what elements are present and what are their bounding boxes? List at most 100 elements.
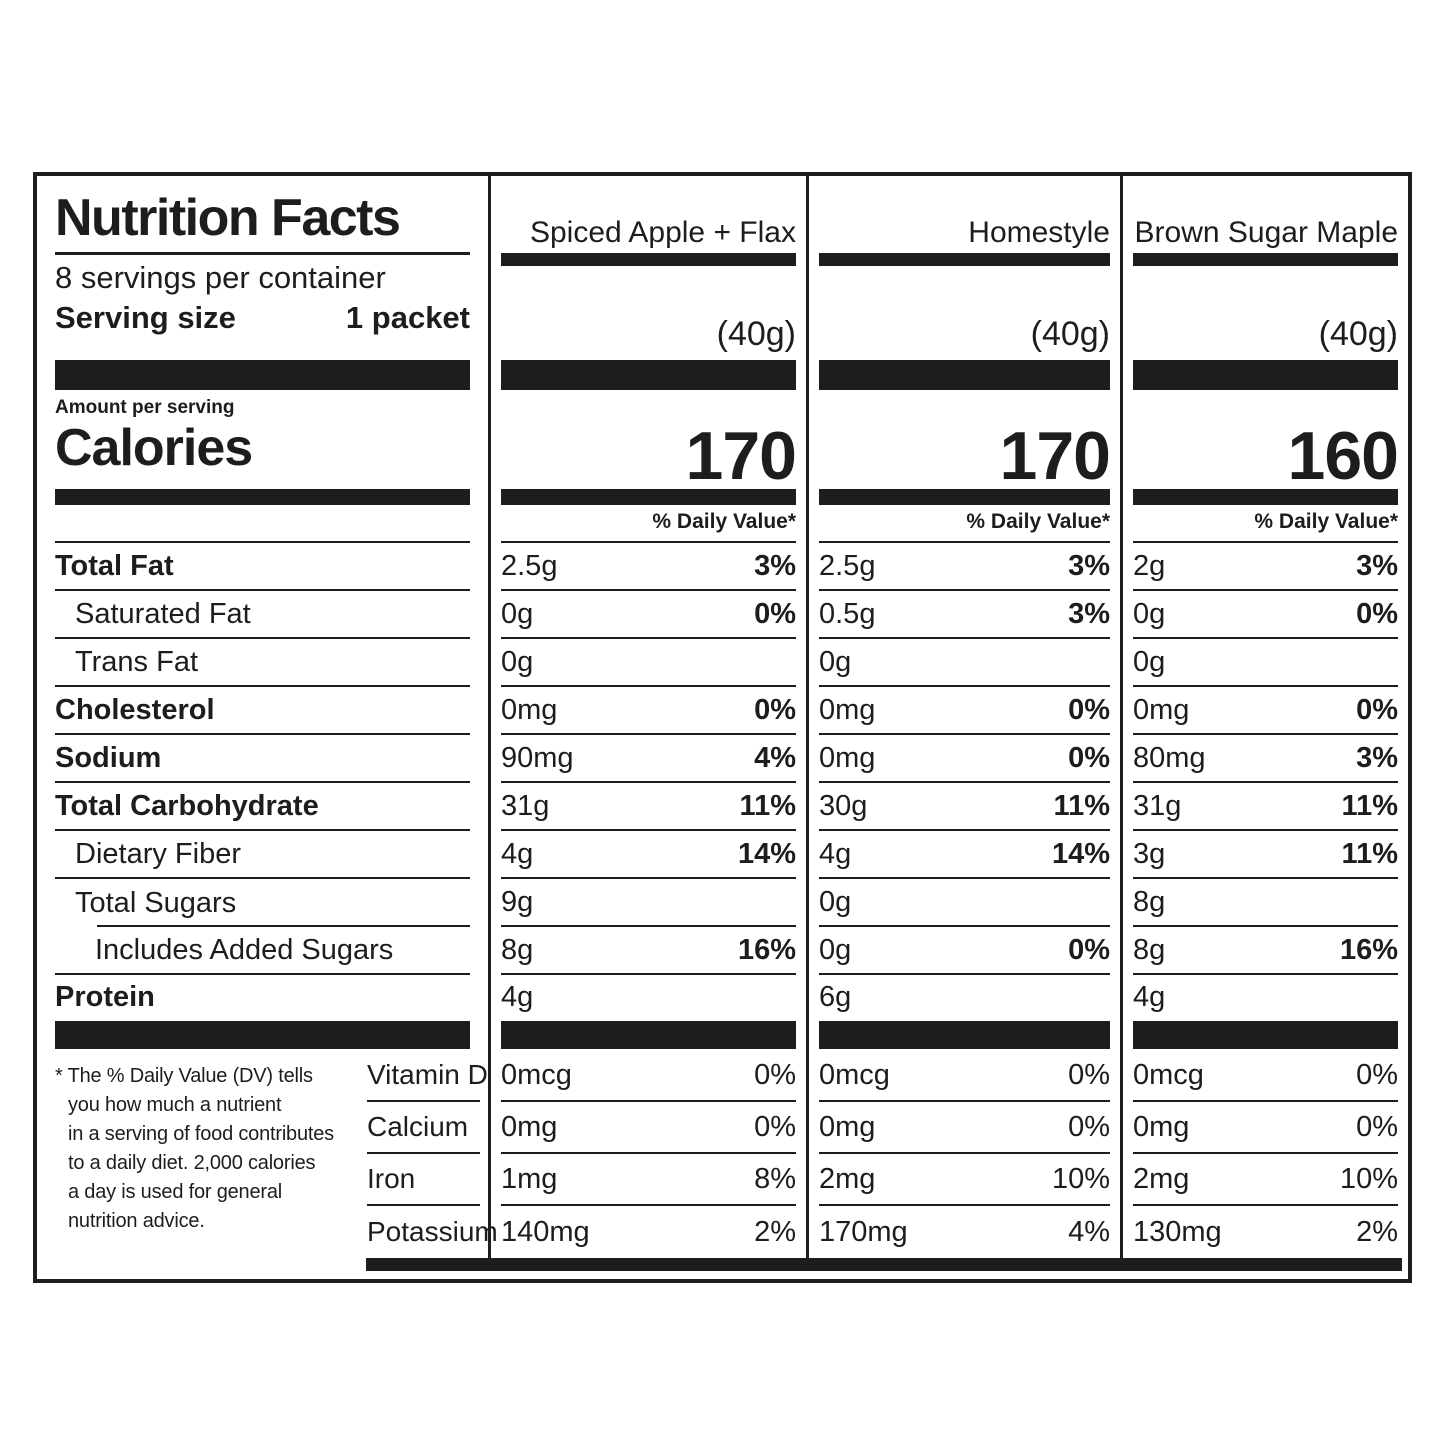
amount-value: 8g [1133, 885, 1166, 918]
amount-value: 0mcg [501, 1058, 572, 1091]
nutrient-label: Dietary Fiber [55, 831, 470, 879]
calories-divider-row [37, 489, 1408, 505]
nutrient-label: Total Fat [55, 543, 470, 591]
nutrient-row: Protein 4g 6g 4g [37, 975, 1408, 1020]
daily-value-percent: 11% [739, 789, 796, 822]
amount-value: 9g [501, 885, 534, 918]
product-column-header: Homestyle (40g) [806, 176, 1120, 390]
daily-value-percent: 0% [1356, 597, 1398, 630]
daily-value-percent: 14% [1051, 837, 1110, 870]
vitamin-values-column: 0mcg 0% 0mg 0% 1mg 8% 140mg 2% [488, 1050, 806, 1258]
nutrient-row: Trans Fat 0g 0g 0g [37, 639, 1408, 687]
divider-bar [819, 253, 1110, 266]
amount-value: 8g [501, 933, 534, 966]
vitamins-section: * The % Daily Value (DV) tells you how m… [37, 1050, 1408, 1258]
nutrient-label: Sodium [55, 735, 470, 783]
amount-value: 4g [1133, 981, 1166, 1013]
daily-value-percent: 4% [1068, 1215, 1110, 1248]
amount-value: 4g [819, 837, 852, 870]
amount-value: 6g [819, 981, 852, 1013]
nutrient-row: Sodium 90mg 4% 0mg 0% 80mg 3% [37, 735, 1408, 783]
amount-value: 0mg [1133, 693, 1190, 726]
amount-value: 0mg [819, 1110, 876, 1143]
amount-value: 0g [501, 645, 534, 678]
divider-bar [819, 1021, 1110, 1049]
amount-value: 90mg [501, 741, 574, 774]
vitamin-values-column: 0mcg 0% 0mg 0% 2mg 10% 170mg 4% [806, 1050, 1120, 1258]
calories-label: Calories [55, 419, 253, 477]
vitamin-label: Potassium [367, 1216, 498, 1247]
divider-bar [501, 253, 796, 266]
daily-value-percent: 10% [1339, 1162, 1398, 1195]
calories-value-cell: 170 [488, 390, 806, 490]
daily-value-header: % Daily Value* [966, 510, 1110, 533]
vitamin-label: Calcium [367, 1102, 480, 1154]
amount-value: 0mg [501, 693, 558, 726]
nutrient-row: Total Fat 2.5g 3% 2.5g 3% 2g 3% [37, 543, 1408, 591]
amount-value: 0g [1133, 645, 1166, 678]
nutrient-label: Total Sugars [55, 879, 470, 927]
amount-value: 4g [501, 981, 534, 1013]
daily-value-percent: 3% [1068, 549, 1110, 582]
daily-value-percent: 3% [1068, 597, 1110, 630]
daily-value-percent: 4% [754, 741, 796, 774]
nutrition-facts-title: Nutrition Facts [55, 176, 470, 255]
nutrient-label: Total Carbohydrate [55, 783, 470, 831]
vitamin-values-column: 0mcg 0% 0mg 0% 2mg 10% 130mg 2% [1120, 1050, 1408, 1258]
serving-weight: (40g) [716, 315, 796, 353]
nutrient-row: Dietary Fiber 4g 14% 4g 14% 3g 11% [37, 831, 1408, 879]
vitamin-label: Vitamin D [367, 1050, 488, 1102]
daily-value-percent: 0% [754, 1058, 796, 1091]
serving-size-label: Serving size [55, 300, 236, 335]
daily-value-percent: 16% [1339, 933, 1398, 966]
daily-value-percent: 11% [1053, 789, 1110, 822]
divider-bar [55, 1021, 470, 1049]
product-name: Homestyle [968, 216, 1110, 249]
amount-value: 130mg [1133, 1215, 1222, 1248]
calories-row: Amount per serving Calories 170 170 160 [37, 390, 1408, 495]
amount-value: 140mg [501, 1215, 590, 1248]
daily-value-percent: 8% [754, 1162, 796, 1195]
servings-per-container: 8 servings per container [55, 260, 386, 295]
amount-value: 31g [1133, 789, 1182, 822]
nutrient-label: Cholesterol [55, 687, 470, 735]
nutrient-label: Trans Fat [55, 639, 470, 687]
daily-value-percent: 16% [737, 933, 796, 966]
nutrient-row: Total Carbohydrate 31g 11% 30g 11% 31g 11% [37, 783, 1408, 831]
calories-value: 170 [999, 418, 1111, 495]
serving-weight: (40g) [1318, 315, 1398, 353]
divider-bar [55, 360, 470, 390]
amount-value: 80mg [1133, 741, 1206, 774]
vitamin-name-column: Vitamin D Calcium Iron Potassium [367, 1050, 498, 1258]
header-row: Nutrition Facts 8 servings per container… [37, 176, 1408, 390]
divider-bar [1133, 1021, 1398, 1049]
amount-value: 8g [1133, 933, 1166, 966]
amount-value: 4g [501, 837, 534, 870]
calories-label-cell: Amount per serving Calories [37, 390, 488, 489]
daily-value-percent: 0% [1356, 693, 1398, 726]
amount-value: 0mcg [819, 1058, 890, 1091]
section-divider-row [37, 1020, 1408, 1050]
daily-value-percent: 3% [1356, 741, 1398, 774]
nutrient-label: Includes Added Sugars [55, 927, 470, 975]
daily-value-footnote: * The % Daily Value (DV) tells you how m… [55, 1065, 334, 1232]
divider-bar [55, 489, 470, 505]
amount-value: 2mg [1133, 1162, 1190, 1195]
calories-value-cell: 170 [806, 390, 1120, 495]
daily-value-percent: 0% [1068, 933, 1110, 966]
amount-value: 2mg [819, 1162, 876, 1195]
daily-value-percent: 2% [1356, 1215, 1398, 1248]
daily-value-percent: 0% [754, 597, 796, 630]
daily-value-percent: 3% [754, 549, 796, 582]
nutrient-row: Saturated Fat 0g 0% 0.5g 3% 0g 0% [37, 591, 1408, 639]
amount-value: 0mg [819, 741, 876, 774]
amount-value: 3g [1133, 837, 1166, 870]
divider-bar [501, 1021, 796, 1049]
product-column-header: Spiced Apple + Flax (40g) [488, 176, 806, 390]
amount-per-serving-label: Amount per serving [55, 397, 235, 418]
amount-value: 1mg [501, 1162, 558, 1195]
amount-value: 0g [819, 933, 852, 966]
vitamin-label: Iron [367, 1154, 480, 1206]
daily-value-percent: 0% [1356, 1110, 1398, 1143]
